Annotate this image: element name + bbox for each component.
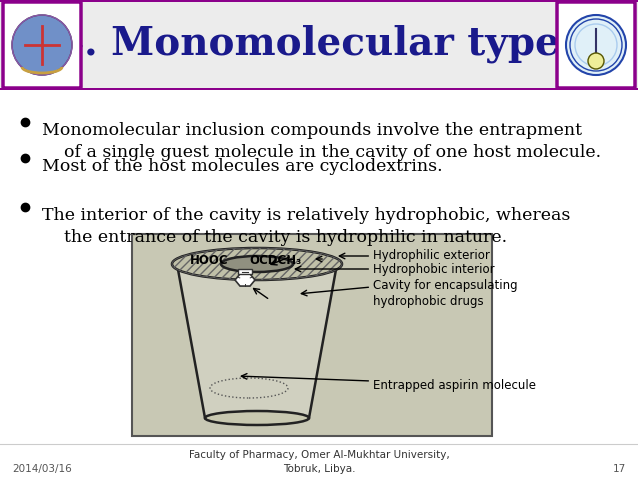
- Text: Most of the host molecules are cyclodextrins.: Most of the host molecules are cyclodext…: [42, 158, 443, 175]
- Ellipse shape: [172, 248, 342, 280]
- Polygon shape: [177, 264, 337, 418]
- Polygon shape: [235, 274, 255, 286]
- Text: Cavity for encapsulating
hydrophobic drugs: Cavity for encapsulating hydrophobic dru…: [373, 280, 518, 308]
- Bar: [0, 0, 638, 90]
- FancyBboxPatch shape: [557, 2, 635, 88]
- Text: The interior of the cavity is relatively hydrophobic, whereas
    the entrance o: The interior of the cavity is relatively…: [42, 207, 570, 246]
- Text: Faculty of Pharmacy, Omer Al-Mukhtar University,
Tobruk, Libya.: Faculty of Pharmacy, Omer Al-Mukhtar Uni…: [189, 450, 449, 474]
- Text: HOOC: HOOC: [189, 254, 228, 267]
- FancyBboxPatch shape: [3, 2, 81, 88]
- Text: Hydrophilic exterior: Hydrophilic exterior: [373, 250, 490, 262]
- Bar: [0, 88, 638, 90]
- Ellipse shape: [205, 411, 309, 425]
- Circle shape: [566, 15, 626, 75]
- Text: Hydrophobic interior: Hydrophobic interior: [373, 262, 495, 275]
- Bar: [0, 0, 638, 2]
- Bar: [238, 269, 252, 274]
- Text: OCDCH₃: OCDCH₃: [249, 254, 301, 267]
- Circle shape: [12, 15, 72, 75]
- Bar: [0, 444, 638, 479]
- Text: Entrapped aspirin molecule: Entrapped aspirin molecule: [373, 379, 536, 392]
- Text: 2014/03/16: 2014/03/16: [12, 464, 71, 474]
- Circle shape: [588, 53, 604, 69]
- Text: 4. Monomolecular types: 4. Monomolecular types: [57, 25, 581, 63]
- Bar: [132, 234, 492, 436]
- Text: 17: 17: [612, 464, 626, 474]
- Ellipse shape: [221, 256, 293, 272]
- Text: Monomolecular inclusion compounds involve the entrapment
    of a single guest m: Monomolecular inclusion compounds involv…: [42, 122, 601, 161]
